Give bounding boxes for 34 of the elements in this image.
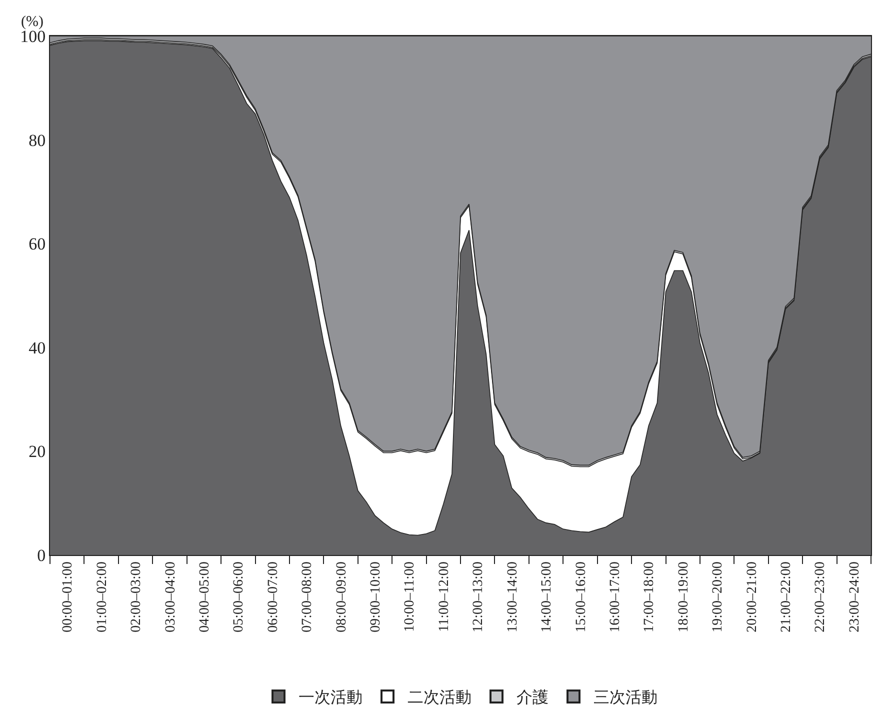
- x-tick-label: 05:00–06:00: [232, 562, 247, 632]
- x-tick-label: 11:00–12:00: [436, 562, 452, 632]
- x-tick-label: 23:00–24:00: [847, 562, 862, 632]
- x-tick-label: 16:00–17:00: [608, 562, 623, 632]
- y-tick-label: 0: [37, 546, 46, 565]
- x-tick-label: 03:00–04:00: [163, 562, 178, 632]
- x-tick-label: 12:00–13:00: [471, 562, 486, 632]
- x-tick-label: 02:00–03:00: [129, 562, 144, 632]
- x-tick-label: 07:00–08:00: [300, 562, 316, 632]
- legend-label: 一次活動: [298, 690, 362, 707]
- x-tick-label: 22:00–23:00: [813, 562, 828, 632]
- x-tick-label: 15:00–16:00: [574, 562, 589, 632]
- y-tick-label: 20: [28, 442, 46, 462]
- x-tick-label: 17:00–18:00: [642, 562, 658, 632]
- y-tick-label: 40: [28, 338, 46, 358]
- x-tick-label: 18:00–19:00: [676, 562, 692, 632]
- x-tick-label: 19:00–20:00: [710, 562, 726, 632]
- x-tick-label: 04:00–05:00: [197, 562, 212, 632]
- x-tick-label: 06:00–07:00: [266, 562, 281, 632]
- y-tick-label: 60: [28, 234, 46, 254]
- x-tick-label: 14:00–15:00: [540, 562, 555, 632]
- x-tick-label: 13:00–14:00: [505, 562, 520, 632]
- x-tick-label: 20:00–21:00: [744, 562, 760, 632]
- x-tick-label: 09:00–10:00: [368, 562, 384, 632]
- x-tick-label: 21:00–22:00: [779, 562, 794, 632]
- y-axis-title: (%): [21, 14, 44, 30]
- legend-label: 二次活動: [408, 690, 472, 707]
- y-tick-label: 80: [28, 130, 46, 150]
- legend-label: 三次活動: [594, 690, 658, 707]
- x-tick-label: 01:00–02:00: [94, 562, 110, 632]
- x-tick-label: 08:00–09:00: [334, 562, 350, 632]
- x-tick-label: 10:00–11:00: [402, 562, 418, 632]
- legend-label: 介護: [516, 688, 548, 707]
- x-tick-label: 00:00–01:00: [60, 562, 76, 632]
